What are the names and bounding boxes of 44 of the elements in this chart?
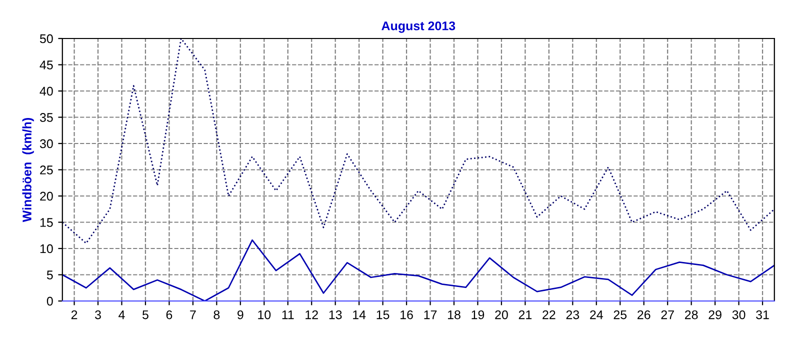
- x-tick-label: 13: [329, 310, 342, 320]
- x-tick-label: 18: [448, 310, 460, 320]
- y-tick-label: 0: [46, 296, 53, 306]
- y-tick-label: 50: [40, 34, 53, 44]
- y-tick-label: 25: [40, 166, 53, 174]
- x-tick-label: 3: [95, 310, 101, 320]
- x-tick-label: 30: [732, 310, 746, 320]
- y-tick-label: 15: [40, 218, 53, 227]
- x-tick-label: 20: [495, 310, 508, 320]
- y-tick-label: 35: [40, 113, 53, 122]
- x-tick-label: 19: [472, 310, 484, 320]
- x-tick-label: 8: [214, 310, 220, 320]
- x-tick-label: 31: [756, 310, 769, 320]
- x-tick-label: 26: [638, 310, 650, 320]
- line-series: [62, 239, 774, 301]
- x-tick-label: 5: [142, 310, 148, 320]
- x-tick-label: 16: [400, 310, 413, 320]
- x-tick-label: 12: [306, 310, 318, 320]
- x-tick-label: 25: [614, 310, 627, 320]
- x-tick-label: 22: [542, 310, 556, 320]
- x-tick-label: 17: [424, 310, 437, 320]
- x-tick-label: 24: [590, 310, 603, 320]
- x-tick-label: 15: [376, 310, 390, 320]
- x-tick-label: 7: [190, 310, 196, 320]
- x-tick-label: 4: [118, 310, 125, 320]
- x-tick-label: 10: [258, 310, 271, 320]
- x-tick-label: 28: [685, 310, 698, 320]
- x-tick-label: 29: [708, 310, 722, 320]
- y-tick-label: 40: [40, 86, 53, 96]
- y-tick-label: 10: [40, 244, 53, 254]
- y-tick-label: 5: [46, 270, 53, 280]
- x-tick-label: 21: [518, 310, 532, 320]
- y-tick-label: 45: [40, 60, 53, 70]
- x-tick-label: 23: [566, 310, 580, 320]
- x-tick-label: 14: [353, 310, 366, 320]
- y-axis-title: Windböen (km/h): [22, 118, 34, 222]
- x-tick-label: 2: [71, 310, 78, 320]
- x-tick-label: 27: [661, 310, 674, 320]
- x-tick-label: 6: [166, 310, 172, 320]
- x-tick-label: 11: [282, 310, 294, 320]
- y-tick-label: 30: [40, 139, 53, 148]
- y-tick-label: 20: [40, 192, 53, 201]
- x-tick-label: 9: [238, 310, 244, 320]
- chart-title: August 2013: [382, 21, 456, 33]
